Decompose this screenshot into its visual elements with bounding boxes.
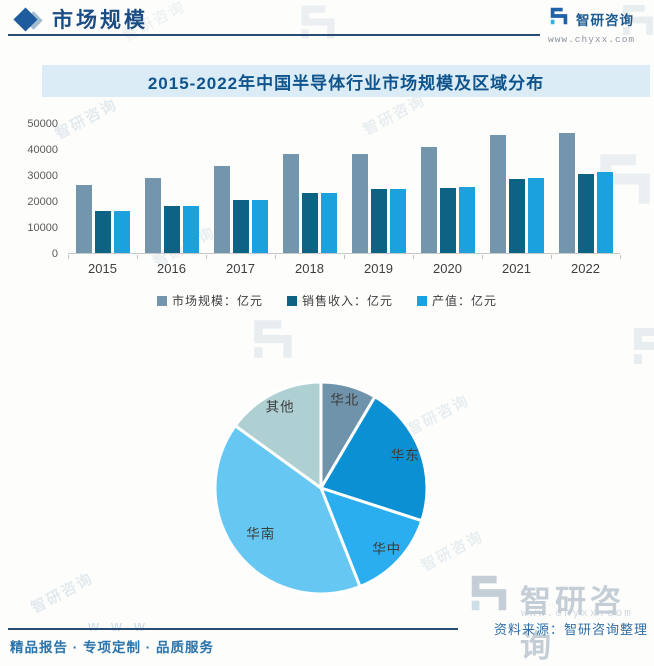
axis-tick-mark [551,255,552,259]
pie-slice-华东 [319,395,429,523]
legend-swatch-icon [156,295,167,306]
x-axis-label-2017: 2017 [226,261,255,276]
pie-label-华中: 华中 [372,541,401,556]
pie-label-华南: 华南 [246,526,275,541]
x-axis-label-2020: 2020 [433,261,462,276]
bar-市场规模-2022 [558,133,575,253]
bar-group-2018 [275,124,344,253]
watermark-brand-text: 智研咨询 [28,569,97,617]
bar-销售收入-2018 [301,193,318,253]
pie-slice-华中 [319,486,424,589]
bar-销售收入-2016 [163,205,180,253]
bar-销售收入-2017 [232,199,249,253]
bar-市场规模-2021 [489,134,506,253]
axis-tick-mark [275,255,276,259]
chart-title-banner: 2015-2022年中国半导体行业市场规模及区域分布 [42,65,650,97]
bar-产值-2017 [251,199,268,253]
watermark-logo-icon [248,314,298,369]
bar-产值-2018 [320,192,337,253]
footer-www-watermark: w w w [88,618,149,635]
y-axis-label-10000: 10000 [27,222,58,234]
legend-label: 市场规模：亿元 [171,294,263,308]
watermark-logo-icon [628,322,654,375]
section-title: 市场规模 [52,9,148,32]
bar-chart-axis-ticks [68,255,621,259]
bar-产值-2016 [182,205,199,253]
bar-产值-2019 [389,189,406,253]
legend-item-销售收入: 销售收入：亿元 [286,292,393,309]
x-axis-label-2015: 2015 [88,261,117,276]
footer-divider [8,628,458,630]
bar-销售收入-2021 [508,179,525,253]
footer-tagline: 精品报告 · 专项定制 · 品质服务 [10,640,214,655]
pie-label-其他: 其他 [266,399,295,414]
brand-logo-icon [548,5,570,32]
header-divider [8,34,540,36]
legend-item-产值: 产值：亿元 [417,292,497,309]
brand-name: 智研咨询 [576,12,634,28]
x-axis-label-2016: 2016 [157,261,186,276]
bar-group-2016 [137,124,206,253]
y-axis-label-0: 0 [51,248,58,260]
y-axis-label-40000: 40000 [27,144,58,156]
axis-tick-mark [137,255,138,259]
bar-销售收入-2015 [94,210,111,253]
bar-销售收入-2022 [577,173,594,253]
data-source-note: 资料来源：智研咨询整理 [493,622,648,637]
x-axis-label-2019: 2019 [364,261,393,276]
page-header: 市场规模 智研咨询 www.chyxx.com [0,0,654,48]
axis-tick-mark [620,255,621,259]
pie-label-华北: 华北 [330,393,359,408]
bar-group-2015 [68,124,137,253]
bar-销售收入-2019 [370,189,387,253]
legend-label: 销售收入：亿元 [301,294,393,308]
bar-chart-legend: 市场规模：亿元 销售收入：亿元 产值：亿元 [0,292,654,309]
bar-产值-2021 [527,177,544,253]
bar-group-2021 [482,124,551,253]
pie-slice-其他 [233,380,323,490]
bar-产值-2022 [596,172,613,253]
legend-swatch-icon [286,295,297,306]
axis-tick-mark [482,255,483,259]
axis-tick-mark [206,255,207,259]
pie-slice-华南 [213,424,362,596]
bar-销售收入-2020 [439,187,456,253]
brand-url: www.chyxx.com [548,34,636,45]
bar-市场规模-2019 [351,153,368,253]
bar-group-2019 [344,124,413,253]
pie-label-华东: 华东 [391,448,420,463]
axis-tick-mark [68,255,69,259]
bar-chart-plot [68,124,620,254]
y-axis-label-50000: 50000 [27,118,58,130]
brand-block: 智研咨询 www.chyxx.com [548,5,648,45]
y-axis-label-30000: 30000 [27,170,58,182]
legend-swatch-icon [417,295,427,306]
chart-title: 2015-2022年中国半导体行业市场规模及区域分布 [147,73,545,93]
bar-chart-y-axis: 0 10000 20000 30000 40000 50000 [18,118,62,260]
bar-chart-x-axis: 2015 2016 2017 2018 2019 2020 2021 2022 [68,261,620,276]
footer-watermark-url: www.chyxx.com [521,608,633,620]
legend-label: 产值：亿元 [432,294,498,308]
bar-group-2022 [551,124,620,253]
x-axis-label-2021: 2021 [502,261,531,276]
y-axis-label-20000: 20000 [27,196,58,208]
footer-watermark-logo-icon [466,570,512,621]
bar-group-2017 [206,124,275,253]
diamond-bullet-icon [13,7,48,32]
axis-tick-mark [344,255,345,259]
x-axis-label-2018: 2018 [295,261,324,276]
legend-item-市场规模: 市场规模：亿元 [156,292,263,309]
bar-产值-2015 [113,210,130,253]
x-axis-label-2022: 2022 [571,261,600,276]
bar-市场规模-2016 [144,177,161,253]
bar-市场规模-2018 [282,154,299,253]
bar-市场规模-2015 [75,185,92,253]
bar-市场规模-2020 [420,146,437,253]
bar-市场规模-2017 [213,165,230,253]
axis-tick-mark [413,255,414,259]
bar-group-2020 [413,124,482,253]
bar-产值-2020 [458,187,475,253]
